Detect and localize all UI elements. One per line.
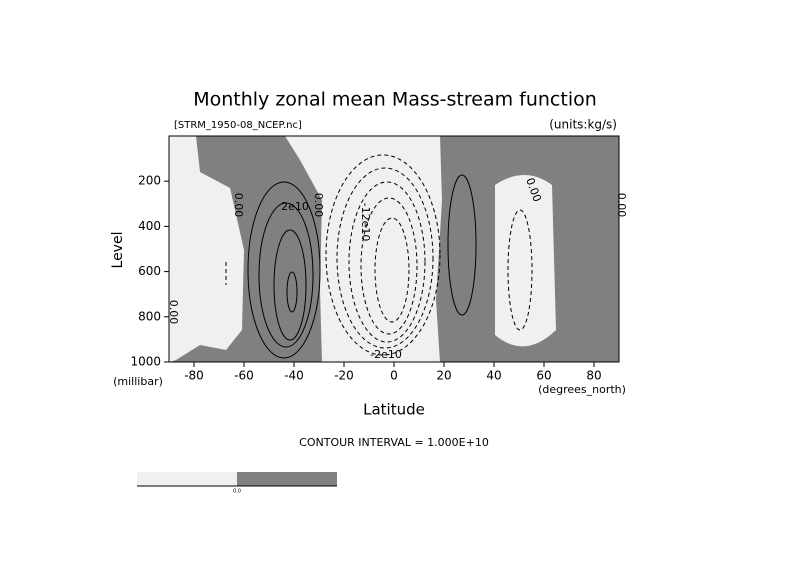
negative-shade [495, 175, 556, 347]
negative-shade [169, 136, 244, 362]
contours [225, 154, 533, 359]
field [168, 135, 620, 363]
x-tick-label: 40 [486, 369, 501, 383]
x-tick-label: 80 [586, 369, 601, 383]
contour-label: 0.00 [167, 300, 180, 325]
annotation: CONTOUR INTERVAL = 1.000E+10 [299, 436, 489, 449]
contour-line [507, 209, 533, 331]
contour-line [247, 181, 321, 359]
y-axis-title: Level [110, 232, 126, 269]
x-axis-title: Latitude [363, 401, 425, 419]
y-tick-label: 800 [138, 309, 161, 323]
contour-label: 0.00 [615, 193, 628, 218]
colorbar-positive [237, 472, 337, 486]
contour-line [273, 229, 307, 341]
x-tick-label: -80 [184, 369, 204, 383]
contour-line [374, 217, 410, 323]
y-tick-label: 200 [138, 174, 161, 188]
x-tick-label: -60 [234, 369, 254, 383]
contour-label: -12e10 [359, 203, 372, 242]
x-tick-label: -40 [284, 369, 304, 383]
y-tick-label: 400 [138, 219, 161, 233]
contour-label: 2e10 [281, 200, 309, 213]
contour-line [325, 154, 441, 356]
colorbar-label: 0.0 [233, 489, 241, 495]
colorbar [137, 472, 337, 487]
contour-label: -2e10 [370, 348, 402, 361]
contour-line [360, 197, 418, 335]
colorbar-negative [137, 472, 237, 486]
x-tick-label: 20 [436, 369, 451, 383]
y-tick-label: 1000 [130, 355, 161, 369]
x-tick-label: 0 [390, 369, 398, 383]
x-tick-label: -20 [334, 369, 354, 383]
negative-contours [225, 154, 533, 356]
x-tick-label: 60 [536, 369, 551, 383]
negative-shade [285, 136, 442, 362]
contour-line [447, 174, 477, 316]
contour-label: 0.00 [232, 193, 245, 218]
y-tick-label: 600 [138, 264, 161, 278]
y-axis-unit: (millibar) [113, 375, 163, 388]
contour-line [286, 271, 298, 313]
units-label: (units:kg/s) [549, 118, 617, 132]
file-label: [STRM_1950-08_NCEP.nc] [174, 120, 302, 131]
x-axis-unit: (degrees_north) [538, 383, 626, 396]
contour-line [258, 202, 314, 348]
chart-title: Monthly zonal mean Mass-stream function [193, 89, 597, 111]
contour-line [336, 167, 434, 349]
contour-label: 0.00 [312, 193, 325, 218]
contour-line [348, 181, 426, 343]
